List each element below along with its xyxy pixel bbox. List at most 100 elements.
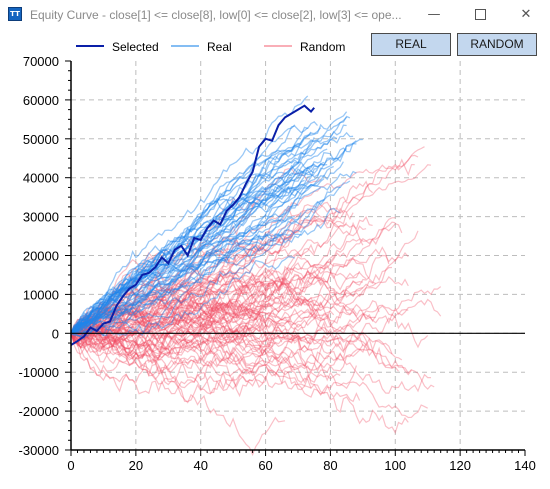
window-title: Equity Curve - close[1] <= close[8], low… — [30, 8, 402, 22]
random-curve — [70, 305, 344, 353]
random-curve — [70, 315, 276, 363]
real-curve — [70, 187, 321, 334]
real-curve — [70, 256, 296, 337]
random-curve — [70, 221, 396, 336]
real-curve — [70, 212, 302, 340]
legend-label: Real — [207, 40, 232, 54]
real-curve — [70, 168, 305, 334]
y-tick-label: 0 — [52, 326, 59, 341]
random-curve — [70, 286, 442, 350]
random-curve — [70, 269, 361, 344]
x-tick-label: 20 — [129, 458, 143, 473]
real-curve — [70, 125, 309, 334]
real-curve — [70, 198, 325, 335]
real-curve — [70, 127, 322, 334]
random-curve — [70, 317, 435, 390]
random-curve — [70, 306, 322, 361]
random-curve — [70, 247, 315, 339]
real-curve — [70, 124, 296, 334]
random-curve — [70, 275, 409, 334]
real-curve — [70, 180, 351, 334]
random-curve — [70, 218, 296, 334]
random-curve — [70, 264, 367, 334]
real-button[interactable]: REAL — [371, 33, 451, 56]
random-curve — [70, 326, 295, 373]
random-curve — [71, 168, 322, 334]
y-tick-label: -30000 — [19, 443, 59, 458]
random-curve — [70, 327, 253, 390]
real-curve — [70, 115, 351, 334]
x-tick-label: 60 — [258, 458, 272, 473]
random-curve — [70, 216, 318, 334]
x-tick-label: 40 — [193, 458, 207, 473]
random-curve — [70, 295, 302, 346]
random-curve — [70, 230, 419, 346]
random-curve — [70, 308, 318, 335]
maximize-button[interactable] — [457, 0, 503, 30]
random-curve — [70, 333, 428, 419]
real-curve — [70, 142, 357, 334]
real-curve — [70, 165, 334, 334]
real-curve — [70, 131, 354, 334]
random-curve — [70, 277, 325, 355]
title-bar[interactable]: TT Equity Curve - close[1] <= close[8], … — [0, 0, 550, 30]
random-curve — [70, 287, 270, 340]
random-curve — [70, 274, 292, 334]
random-curve — [70, 309, 292, 338]
random-curve — [70, 291, 253, 345]
random-curve — [70, 308, 286, 457]
random-curve — [70, 328, 312, 390]
random-curve — [70, 332, 283, 378]
real-curve — [70, 120, 318, 335]
random-curve — [70, 283, 286, 377]
close-button[interactable]: ✕ — [520, 7, 532, 22]
random-curve — [70, 322, 266, 384]
x-tick-label: 0 — [67, 458, 74, 473]
real-curve — [70, 215, 295, 334]
random-curve — [70, 146, 425, 334]
random-curve — [70, 235, 293, 334]
random-curve — [70, 272, 253, 334]
x-tick-label: 140 — [514, 458, 536, 473]
random-curve — [70, 326, 412, 383]
chart-legend: Selected Real Random — [76, 40, 345, 54]
random-curve — [70, 154, 419, 334]
random-curve — [70, 282, 376, 356]
real-curve — [70, 131, 312, 334]
y-tick-label: 60000 — [23, 93, 59, 108]
random-curve — [70, 332, 431, 403]
real-curve — [70, 190, 299, 334]
random-curve — [70, 238, 364, 340]
random-curve — [70, 290, 357, 387]
random-curve — [70, 267, 254, 334]
real-curve — [70, 116, 348, 334]
real-curve — [70, 140, 357, 334]
real-curve — [70, 137, 315, 335]
random-curve — [70, 180, 373, 337]
random-curve — [70, 217, 396, 337]
random-curve — [70, 215, 373, 335]
real-curve — [70, 161, 344, 334]
random-curve — [70, 207, 344, 334]
y-tick-label: 10000 — [23, 287, 59, 302]
real-curve — [70, 148, 328, 334]
random-curve — [70, 321, 403, 361]
random-curve — [70, 301, 409, 348]
real-curve — [70, 186, 341, 338]
random-curve — [70, 283, 250, 344]
random-button[interactable]: RANDOM — [457, 33, 537, 56]
y-tick-label: 70000 — [23, 54, 59, 69]
real-curve — [70, 138, 363, 334]
minimize-button[interactable]: — — [427, 7, 441, 22]
y-tick-label: 30000 — [23, 210, 59, 225]
random-curve — [70, 164, 432, 334]
random-curve — [70, 313, 429, 360]
random-curve — [70, 218, 367, 343]
random-curve — [70, 255, 335, 350]
random-curve — [70, 287, 364, 336]
real-curve — [70, 168, 312, 334]
real-curve — [70, 173, 315, 334]
random-curve — [70, 280, 364, 360]
legend-label: Selected — [112, 40, 159, 54]
